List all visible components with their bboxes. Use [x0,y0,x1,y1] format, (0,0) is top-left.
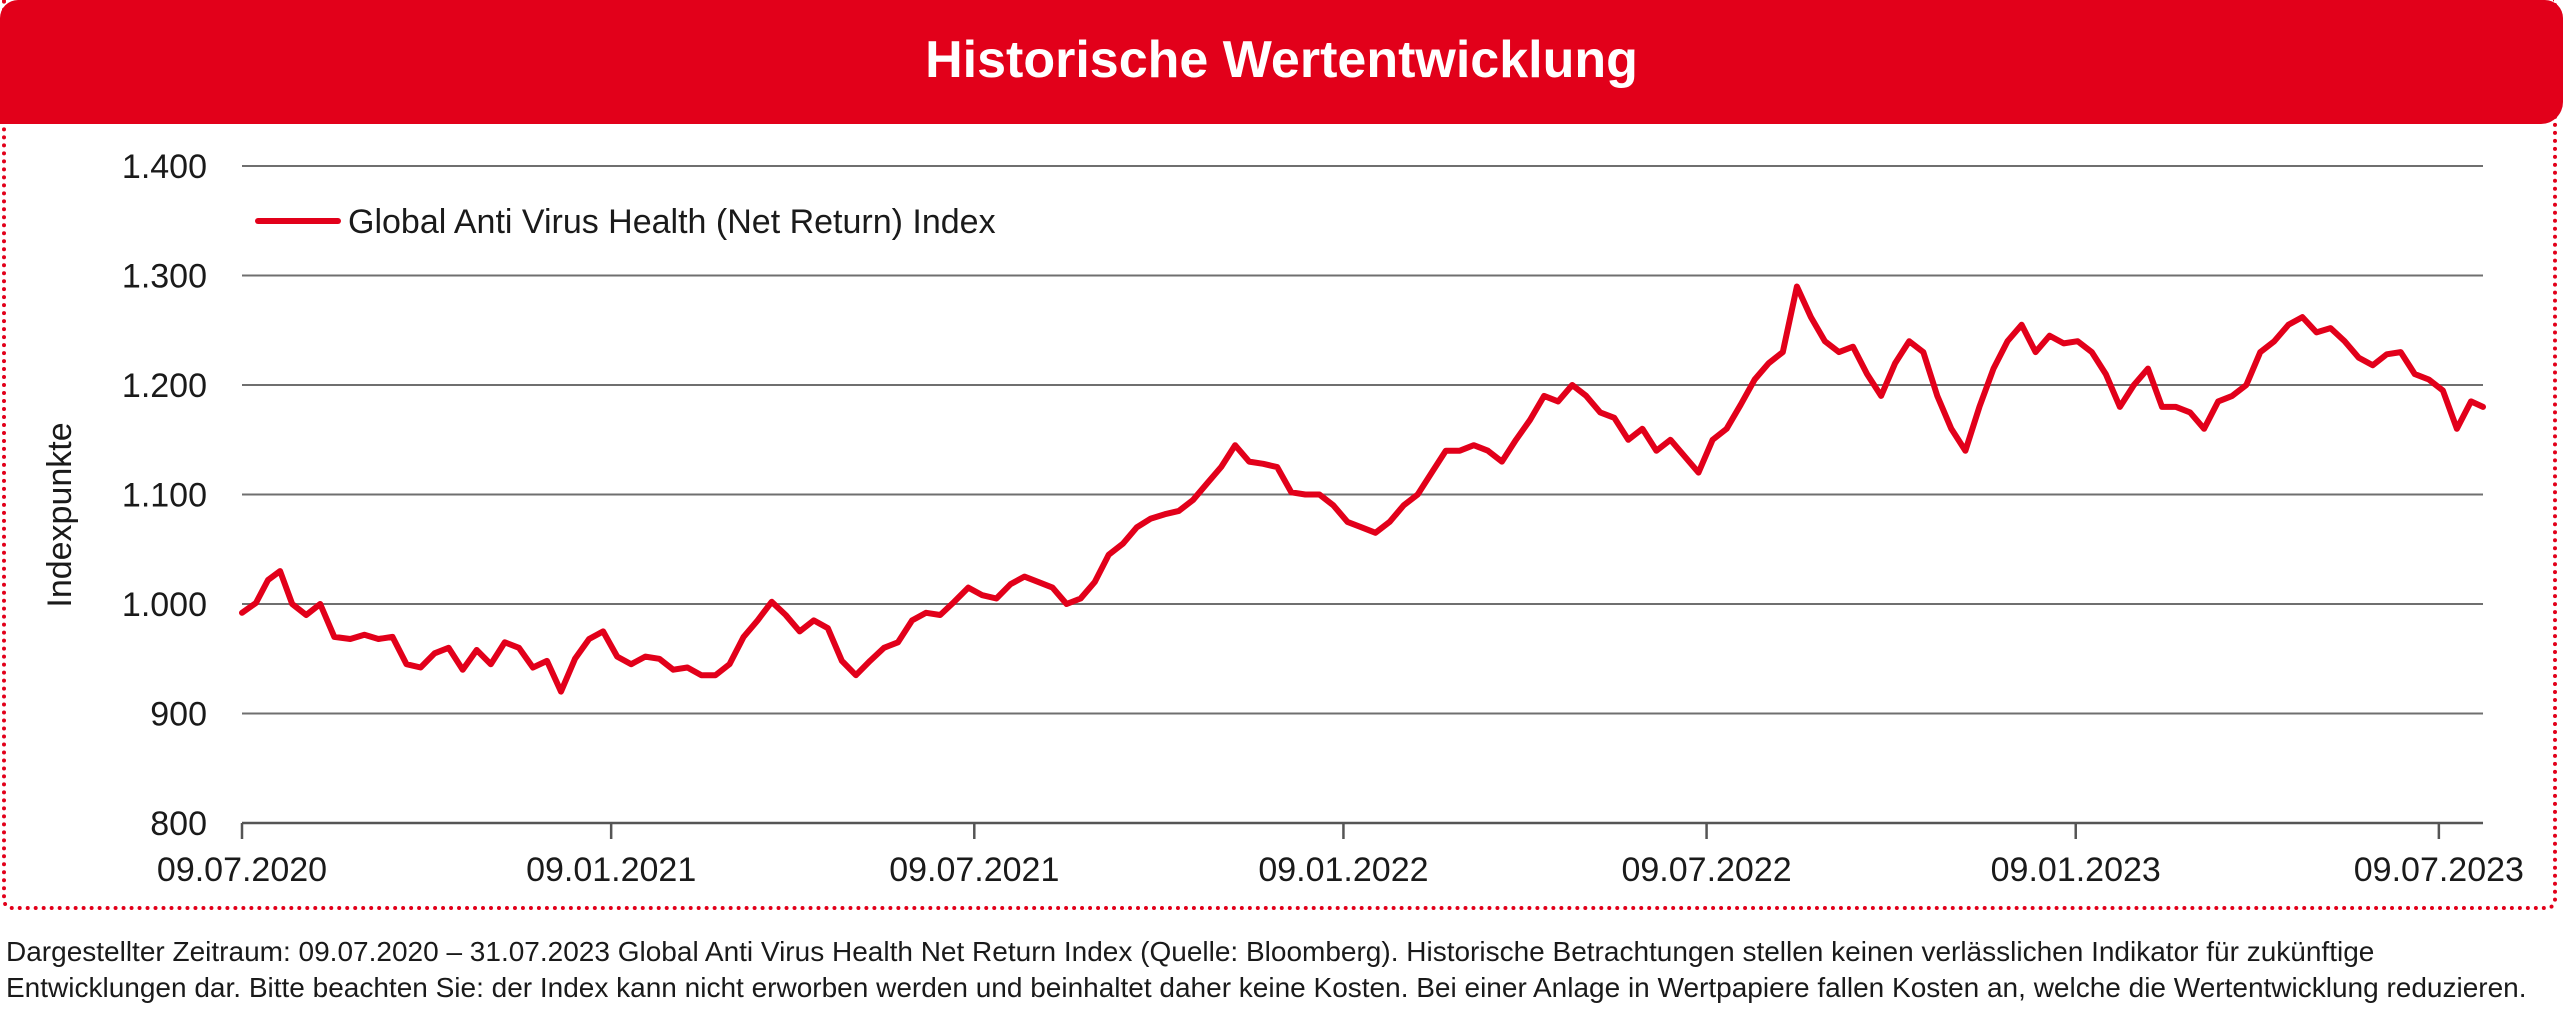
y-tick-label: 900 [150,696,207,734]
x-tick-label: 09.07.2022 [1621,851,1791,889]
chart-frame: Historische Wertentwicklung 800 900 1.000 1… [0,0,2563,910]
x-tick-label: 09.07.2023 [2354,851,2524,889]
x-tick-label: 09.01.2021 [526,851,696,889]
title-bar: Historische Wertentwicklung [0,0,2563,124]
x-tick-label: 09.07.2020 [157,851,327,889]
footnote: Dargestellter Zeitraum: 09.07.2020 – 31.… [6,936,2527,1003]
y-tick-label: 1.100 [122,477,207,515]
y-tick-label: 800 [150,805,207,843]
y-axis-label: Indexpunkte [41,422,79,607]
y-tick-label: 1.300 [122,258,207,296]
x-tick-label: 09.01.2023 [1991,851,2161,889]
y-tick-label: 1.000 [122,586,207,624]
x-tick-label: 09.07.2021 [889,851,1059,889]
legend-label: Global Anti Virus Health (Net Return) In… [348,203,996,241]
line-chart: 800 900 1.000 1.100 1.200 1.300 1.400 09.07.202… [41,148,2524,889]
chart-title: Historische Wertentwicklung [925,31,1638,89]
y-tick-label: 1.400 [122,148,207,186]
series-line [239,283,2486,695]
chart-border [2,0,2557,910]
x-tick-label: 09.01.2022 [1258,851,1428,889]
y-tick-label: 1.200 [122,367,207,405]
